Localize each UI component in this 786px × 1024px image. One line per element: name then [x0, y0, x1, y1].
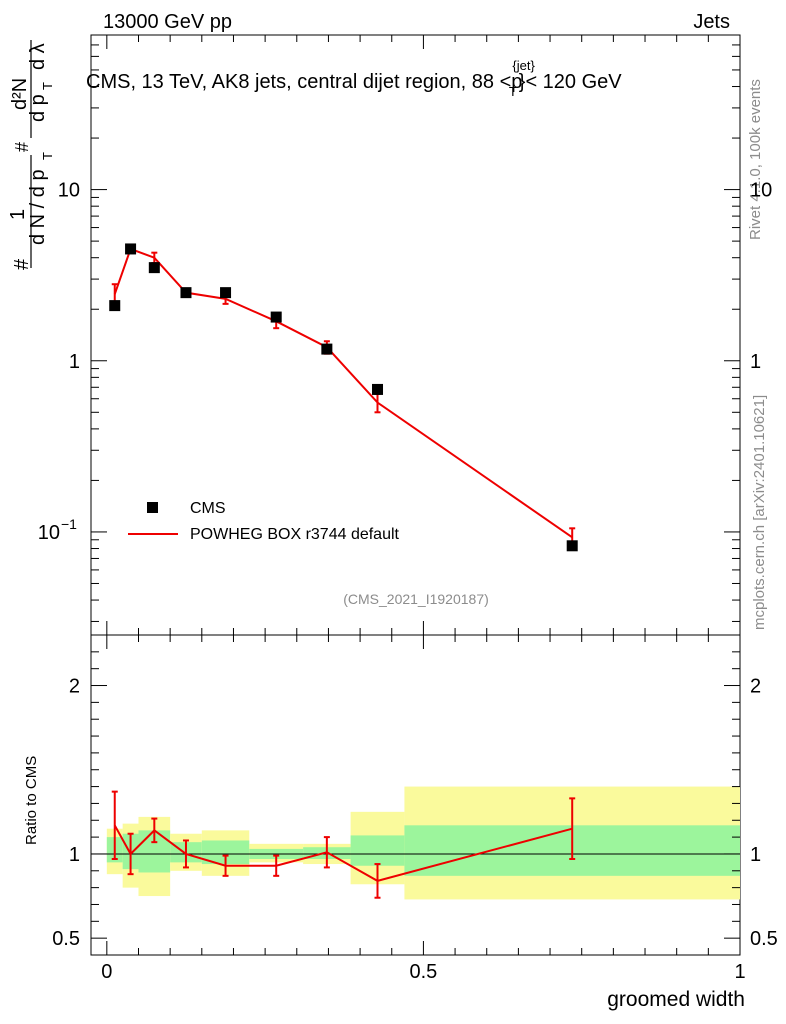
main-ytick-label-right-1: 1: [750, 351, 761, 373]
legend: CMS POWHEG BOX r3744 default: [128, 500, 400, 543]
data-point-2: [148, 262, 160, 274]
data-point-7: [372, 383, 384, 395]
ratio-ytick-label-right-0: 0.5: [750, 928, 778, 950]
svg-text:#: #: [12, 142, 32, 152]
data-point-0: [109, 300, 121, 312]
band-inner-7: [350, 835, 405, 866]
svg-text:#: #: [11, 258, 33, 270]
main-ytick-label-right-10: 10: [750, 180, 772, 202]
header-left: 13000 GeV pp: [103, 11, 232, 33]
plot-title-sub: T: [509, 84, 517, 99]
svg-text:1: 1: [7, 209, 29, 220]
ratio-ytick-label-left-1: 1: [69, 844, 80, 866]
svg-text:T: T: [40, 152, 55, 160]
svg-text:d p: d p: [27, 94, 49, 122]
data-point-4: [220, 287, 232, 299]
analysis-id: (CMS_2021_I1920187): [343, 591, 489, 607]
svg-text:d N / d p: d N / d p: [27, 169, 49, 245]
main-panel-frame: [90, 34, 741, 636]
data-point-6: [321, 343, 333, 355]
ratio-y-axis-label: Ratio to CMS: [23, 756, 40, 845]
data-point-5: [270, 311, 282, 323]
plot-title-main: CMS, 13 TeV, AK8 jets, central dijet reg…: [86, 71, 522, 93]
series-layer: [109, 243, 578, 899]
main-ytick-label-10: 10: [58, 180, 80, 202]
main-ytick-label-1: 1: [69, 351, 80, 373]
legend-mc-label: POWHEG BOX r3744 default: [190, 526, 400, 543]
ratio-ytick-label-left-2: 2: [69, 676, 80, 698]
ratio-ytick-label-right-1: 1: [750, 844, 761, 866]
data-point-1: [125, 243, 137, 255]
legend-cms-label: CMS: [190, 500, 226, 517]
data-point-3: [180, 287, 192, 299]
plot-title-tail: }< 120 GeV: [519, 71, 623, 93]
x-tick-label-0: 0: [101, 961, 112, 983]
x-axis-title: groomed width: [607, 988, 745, 1011]
mcplots-label: mcplots.cern.ch [arXiv:2401.10621]: [751, 395, 768, 630]
plot-title-sup: {jet}: [512, 58, 535, 73]
rivet-label: Rivet 4.1.0, 100k events: [747, 79, 764, 240]
data-point-8: [566, 540, 578, 552]
ratio-ytick-label-right-2: 2: [750, 676, 761, 698]
band-inner-4: [201, 840, 250, 865]
legend-cms-marker: [147, 502, 158, 513]
uncertainty-bands: [91, 786, 740, 900]
header-right: Jets: [693, 11, 730, 33]
plot-title: CMS, 13 TeV, AK8 jets, central dijet reg…: [86, 58, 622, 99]
main-ytick-label-0p1: 10: [38, 522, 60, 544]
svg-text:d²N: d²N: [9, 78, 31, 110]
ratio-ytick-label-left-0: 0.5: [52, 928, 80, 950]
svg-text:T: T: [40, 82, 55, 90]
main-ytick-label-exp: −1: [61, 516, 77, 532]
x-tick-label-2: 1: [734, 961, 745, 983]
svg-text:d λ: d λ: [27, 43, 49, 70]
main-y-axis-label: # d N / d p T 1 # d p T d λ d²N: [7, 40, 55, 270]
x-tick-label-1: 0.5: [410, 961, 438, 983]
